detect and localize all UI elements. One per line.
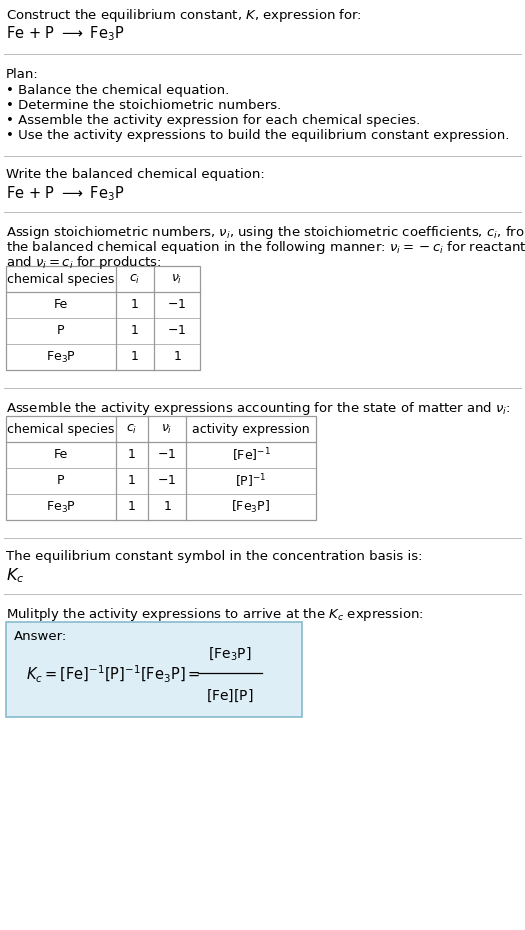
Text: The equilibrium constant symbol in the concentration basis is:: The equilibrium constant symbol in the c… [6,550,423,563]
Text: P: P [57,474,65,487]
Text: Fe$_3$P: Fe$_3$P [46,350,76,365]
Text: Plan:: Plan: [6,68,39,81]
Text: 1: 1 [128,500,136,513]
Text: Answer:: Answer: [14,630,67,643]
Text: $1$: $1$ [163,500,171,513]
Text: and $\nu_i = c_i$ for products:: and $\nu_i = c_i$ for products: [6,254,162,271]
Text: chemical species: chemical species [7,422,114,435]
Text: $\nu_i$: $\nu_i$ [171,272,183,286]
Text: $-1$: $-1$ [158,474,176,487]
Text: $-1$: $-1$ [167,299,186,312]
Text: 1: 1 [131,299,139,312]
Text: Mulitply the activity expressions to arrive at the $K_c$ expression:: Mulitply the activity expressions to arr… [6,606,424,623]
Text: Assign stoichiometric numbers, $\nu_i$, using the stoichiometric coefficients, $: Assign stoichiometric numbers, $\nu_i$, … [6,224,525,241]
Text: Fe + P $\longrightarrow$ Fe$_3$P: Fe + P $\longrightarrow$ Fe$_3$P [6,24,124,43]
Text: $1$: $1$ [173,351,181,364]
Text: activity expression: activity expression [192,422,310,435]
Text: Assemble the activity expressions accounting for the state of matter and $\nu_i$: Assemble the activity expressions accoun… [6,400,511,417]
Text: Write the balanced chemical equation:: Write the balanced chemical equation: [6,168,265,181]
Text: $[\mathrm{Fe}]^{-1}$: $[\mathrm{Fe}]^{-1}$ [232,446,270,464]
Text: Construct the equilibrium constant, $K$, expression for:: Construct the equilibrium constant, $K$,… [6,7,362,24]
Text: • Determine the stoichiometric numbers.: • Determine the stoichiometric numbers. [6,99,281,112]
Text: Fe$_3$P: Fe$_3$P [46,499,76,514]
Text: $[\mathrm{Fe_3P}]$: $[\mathrm{Fe_3P}]$ [232,499,270,515]
Text: $\nu_i$: $\nu_i$ [161,422,173,435]
Text: • Use the activity expressions to build the equilibrium constant expression.: • Use the activity expressions to build … [6,129,509,142]
Text: Fe: Fe [54,299,68,312]
Bar [6,416,316,520]
Text: 1: 1 [128,474,136,487]
Text: $[\mathrm{Fe}][\mathrm{P}]$: $[\mathrm{Fe}][\mathrm{P}]$ [206,688,254,704]
Text: $[\mathrm{P}]^{-1}$: $[\mathrm{P}]^{-1}$ [235,472,267,490]
Bar [6,266,200,370]
FancyBboxPatch shape [6,622,302,717]
Text: $-1$: $-1$ [158,448,176,461]
Text: 1: 1 [131,325,139,338]
Text: 1: 1 [128,448,136,461]
Text: $-1$: $-1$ [167,325,186,338]
Text: • Assemble the activity expression for each chemical species.: • Assemble the activity expression for e… [6,114,420,127]
Text: $c_i$: $c_i$ [129,272,141,286]
Text: • Balance the chemical equation.: • Balance the chemical equation. [6,84,229,97]
Text: chemical species: chemical species [7,272,114,286]
Text: P: P [57,325,65,338]
Text: $c_i$: $c_i$ [127,422,138,435]
Text: $[\mathrm{Fe_3P}]$: $[\mathrm{Fe_3P}]$ [208,645,251,662]
Text: the balanced chemical equation in the following manner: $\nu_i = -c_i$ for react: the balanced chemical equation in the fo… [6,239,525,256]
Text: 1: 1 [131,351,139,364]
Text: Fe + P $\longrightarrow$ Fe$_3$P: Fe + P $\longrightarrow$ Fe$_3$P [6,184,124,203]
Text: $K_c$: $K_c$ [6,566,25,585]
Text: $K_c = [\mathrm{Fe}]^{-1} [\mathrm{P}]^{-1} [\mathrm{Fe_3P}] = $: $K_c = [\mathrm{Fe}]^{-1} [\mathrm{P}]^{… [26,663,201,684]
Text: Fe: Fe [54,448,68,461]
